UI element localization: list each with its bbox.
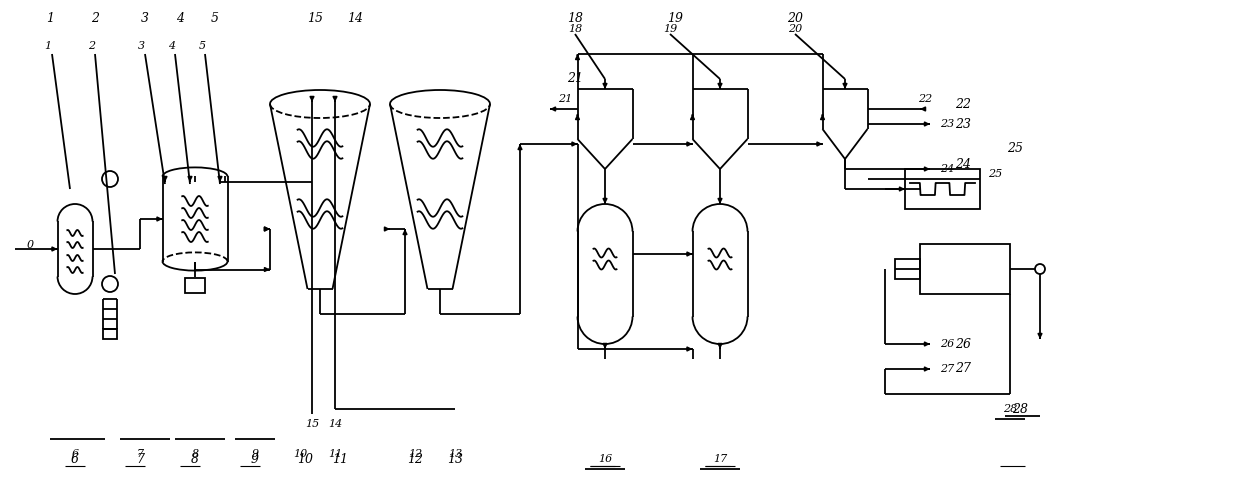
Bar [103, 329, 117, 339]
Text: 3: 3 [141, 12, 149, 26]
Text: 23: 23 [955, 118, 971, 130]
Text: 7: 7 [136, 453, 144, 465]
Text: 9: 9 [252, 449, 259, 459]
Text: 16: 16 [598, 454, 613, 464]
Text: 9: 9 [250, 453, 259, 465]
Text: 21: 21 [558, 94, 572, 104]
Text: 15: 15 [305, 419, 319, 429]
Text: 4: 4 [169, 41, 176, 51]
Text: 13: 13 [446, 453, 463, 465]
Bar [905, 169, 980, 209]
Text: 13: 13 [448, 449, 463, 459]
Text: 1: 1 [45, 41, 52, 51]
Text: 28: 28 [1012, 403, 1028, 415]
Text: 7: 7 [136, 449, 144, 459]
Text: 27: 27 [955, 363, 971, 375]
Bar [920, 244, 1011, 294]
Text: 22: 22 [955, 97, 971, 111]
Text: 14: 14 [347, 12, 363, 26]
Text: 25: 25 [1007, 142, 1023, 156]
Text: 27: 27 [940, 364, 955, 374]
Text: 26: 26 [955, 337, 971, 351]
Bar [895, 259, 920, 279]
Text: 3: 3 [138, 41, 145, 51]
Text: 5: 5 [198, 41, 206, 51]
Text: 19: 19 [663, 24, 677, 34]
Text: 25: 25 [988, 169, 1002, 179]
Text: 10: 10 [293, 449, 308, 459]
Text: 8: 8 [191, 453, 198, 465]
Text: 10: 10 [298, 453, 312, 465]
Text: 6: 6 [71, 453, 79, 465]
Text: 6: 6 [72, 449, 78, 459]
Text: 14: 14 [327, 419, 342, 429]
Text: 26: 26 [940, 339, 955, 349]
Text: 4: 4 [176, 12, 184, 26]
Text: 23: 23 [940, 119, 955, 129]
Text: 0: 0 [26, 240, 33, 250]
Text: 21: 21 [567, 73, 583, 85]
Text: 11: 11 [332, 453, 348, 465]
Text: 19: 19 [667, 12, 683, 26]
Text: 18: 18 [567, 12, 583, 26]
Text: 2: 2 [88, 41, 95, 51]
Text: 2: 2 [91, 12, 99, 26]
Text: 12: 12 [408, 449, 422, 459]
Text: 18: 18 [568, 24, 582, 34]
Text: 20: 20 [787, 24, 802, 34]
Text: 28: 28 [1003, 404, 1017, 414]
Text: 17: 17 [713, 454, 727, 464]
Text: 12: 12 [407, 453, 423, 465]
Text: 24: 24 [940, 164, 955, 174]
Text: 1: 1 [46, 12, 55, 26]
Text: 24: 24 [955, 158, 971, 170]
Text: 5: 5 [211, 12, 219, 26]
Bar [185, 279, 205, 293]
Text: 11: 11 [327, 449, 342, 459]
Text: 8: 8 [191, 449, 198, 459]
Text: 22: 22 [918, 94, 932, 104]
Text: 20: 20 [787, 12, 804, 26]
Text: 15: 15 [308, 12, 322, 26]
